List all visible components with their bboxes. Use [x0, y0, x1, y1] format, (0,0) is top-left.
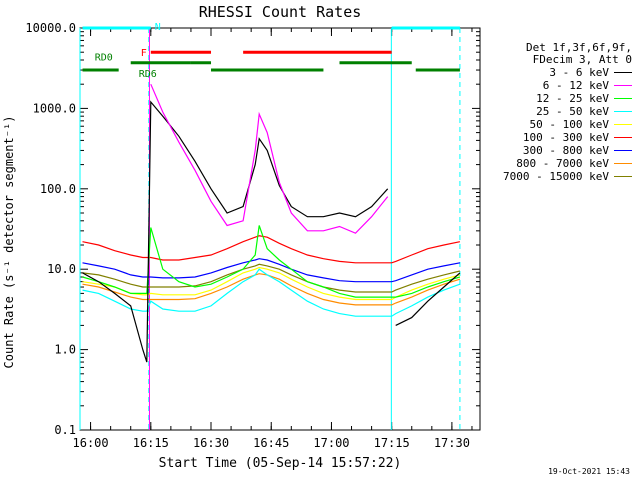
legend-entry-label: 25 - 50 keV — [536, 105, 609, 118]
legend-entry-label: 800 - 7000 keV — [516, 157, 609, 170]
legend-swatch — [614, 72, 632, 73]
legend-swatch — [614, 150, 632, 151]
x-tick-label: 16:45 — [253, 436, 289, 450]
plot-frame — [79, 27, 481, 431]
series-line-300-800kev — [82, 258, 461, 283]
x-tick-label: 17:30 — [434, 436, 470, 450]
legend-entry-label: 300 - 800 keV — [522, 144, 609, 157]
series-line-7000-15000kev — [82, 263, 461, 293]
legend-entry: 100 - 300 keV — [480, 131, 632, 144]
series-line-50-100kev — [82, 266, 461, 301]
flag-label-rd0: RD0 — [95, 53, 113, 64]
legend-entry-label: 7000 - 15000 keV — [503, 170, 609, 183]
legend-header-line-1: Det 1f,3f,6f,9f, — [526, 41, 632, 54]
legend-entry: 6 - 12 keV — [480, 79, 632, 92]
plot-area: 0.1 1.0 10.0 100.0 1000.0 10000.0 16:00 16:15 16… — [25, 21, 481, 450]
legend-entry: 50 - 100 keV — [480, 118, 632, 131]
legend-entry: 25 - 50 keV — [480, 105, 632, 118]
series-line-6-12kev — [150, 83, 389, 234]
legend-swatch — [614, 85, 632, 86]
x-tick-label: 16:15 — [133, 436, 169, 450]
series-line-12-25kev — [82, 225, 461, 298]
y-tick-label: 1.0 — [54, 343, 76, 357]
legend-entry-label: 3 - 6 keV — [549, 66, 609, 79]
legend-swatch — [614, 137, 632, 138]
legend: Det 1f,3f,6f,9f, FDecim 3, Att 0 3 - 6 k… — [480, 42, 632, 183]
x-tick-label: 17:00 — [313, 436, 349, 450]
y-axis-label: Count Rate (s⁻¹ detector segment⁻¹) — [2, 116, 16, 369]
x-tick-label: 16:00 — [73, 436, 109, 450]
legend-swatch — [614, 163, 632, 164]
chart-title: RHESSI Count Rates — [199, 3, 362, 21]
flag-label-rd6: RD6 — [139, 69, 157, 80]
series-line-3-6kev — [395, 272, 461, 326]
legend-header-line-2: FDecim 3, Att 0 — [532, 53, 632, 66]
legend-entry: 12 - 25 keV — [480, 92, 632, 105]
x-tick-label: 16:30 — [193, 436, 229, 450]
y-tick-label: 0.1 — [54, 423, 76, 437]
y-tick-label: 100.0 — [40, 182, 76, 196]
flag-label-n: N — [155, 22, 161, 33]
series-line-25-50kev — [82, 268, 461, 317]
legend-swatch — [614, 98, 632, 99]
x-axis-label: Start Time (05-Sep-14 15:57:22) — [159, 456, 402, 471]
series-line-3-6kev — [82, 100, 389, 363]
legend-entry: 300 - 800 keV — [480, 144, 632, 157]
legend-entry-label: 6 - 12 keV — [542, 79, 609, 92]
legend-entry-label: 100 - 300 keV — [522, 131, 609, 144]
x-tick-label: 17:15 — [374, 436, 410, 450]
legend-entry: 3 - 6 keV — [480, 66, 632, 79]
generation-timestamp: 19-Oct-2021 15:43 — [548, 467, 630, 476]
legend-swatch — [614, 176, 632, 177]
series-line-100-300kev — [82, 235, 461, 264]
legend-entry-label: 50 - 100 keV — [529, 118, 609, 131]
y-tick-label: 10.0 — [47, 262, 76, 276]
y-tick-label: 1000.0 — [33, 101, 76, 115]
legend-swatch — [614, 124, 632, 125]
flag-label-f: F — [141, 48, 147, 59]
series-line-800-7000kev — [82, 273, 461, 306]
legend-swatch — [614, 111, 632, 112]
legend-entry: 800 - 7000 keV — [480, 157, 632, 170]
legend-entry: 7000 - 15000 keV — [480, 170, 632, 183]
legend-entry-label: 12 - 25 keV — [536, 92, 609, 105]
y-tick-label: 10000.0 — [25, 21, 76, 35]
